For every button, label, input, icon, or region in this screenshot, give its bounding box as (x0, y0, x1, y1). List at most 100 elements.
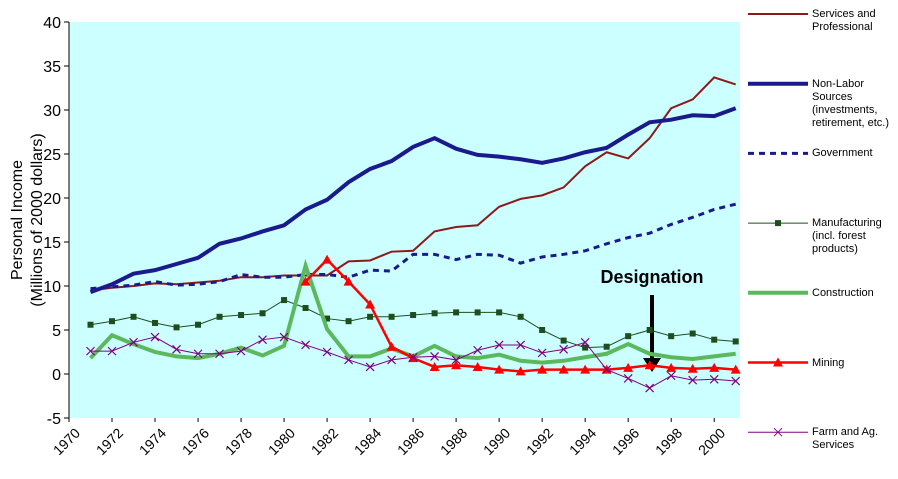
x-tick-label: 1980 (265, 425, 298, 458)
marker (343, 276, 354, 286)
legend-marker (773, 357, 783, 367)
marker (195, 321, 202, 328)
marker (709, 374, 719, 384)
y-tick-label: -5 (47, 411, 61, 428)
x-tick-label: 1998 (652, 425, 685, 458)
legend-label: Manufacturing (incl. forest products) (812, 217, 882, 256)
marker (367, 313, 374, 320)
marker (238, 312, 245, 319)
marker (731, 376, 741, 386)
marker (559, 344, 569, 354)
marker (666, 362, 677, 372)
x-tick-label: 1982 (308, 425, 341, 458)
marker (130, 313, 137, 320)
marker (172, 344, 181, 354)
marker (603, 343, 610, 350)
legend-label: Non-Labor Sources (investments, retireme… (812, 77, 890, 129)
marker (279, 332, 289, 342)
marker (453, 309, 460, 316)
marker (236, 346, 246, 356)
marker (281, 297, 288, 304)
marker (87, 321, 94, 328)
x-tick-label: 1994 (566, 425, 599, 458)
series-line (90, 76, 737, 292)
marker (109, 318, 116, 325)
marker (345, 318, 352, 325)
y-tick-label: 30 (43, 103, 61, 120)
legend-marker (775, 220, 781, 227)
marker (216, 313, 223, 320)
marker (472, 361, 483, 371)
marker (344, 355, 354, 365)
marker (451, 360, 462, 370)
marker (258, 335, 267, 345)
marker (646, 327, 653, 333)
y-tick-label: 35 (43, 59, 61, 76)
marker (644, 360, 655, 370)
marker (410, 312, 417, 319)
x-tick-label: 1986 (394, 425, 427, 458)
marker (558, 364, 569, 374)
marker (623, 373, 633, 383)
marker (582, 344, 589, 351)
marker (322, 254, 333, 264)
x-tick-label: 1996 (609, 425, 642, 458)
marker (86, 346, 95, 356)
marker (473, 345, 483, 355)
marker (300, 276, 311, 286)
legend-label: Services and Professional (812, 8, 876, 33)
marker (150, 332, 160, 342)
marker (515, 366, 526, 376)
series-line (89, 106, 737, 295)
marker (474, 309, 481, 316)
marker (687, 363, 698, 373)
legend-label: Construction (812, 286, 874, 299)
marker (580, 364, 591, 374)
marker (625, 333, 632, 340)
marker (215, 349, 224, 359)
y-tick-label: 5 (52, 323, 61, 340)
marker (365, 299, 376, 309)
marker (732, 338, 739, 345)
marker (516, 340, 526, 350)
y-tick-label: 40 (43, 15, 61, 32)
x-tick-label: 1978 (222, 425, 255, 458)
y-tick-label: 0 (52, 367, 61, 384)
marker (730, 364, 741, 374)
x-tick-label: 1970 (50, 425, 83, 458)
y-tick-label: 10 (43, 279, 61, 296)
marker (173, 324, 180, 331)
marker (580, 337, 590, 347)
marker (259, 310, 266, 317)
marker (537, 348, 547, 358)
marker (539, 327, 546, 333)
marker (709, 362, 720, 372)
marker (386, 341, 397, 351)
marker (429, 361, 440, 371)
marker (560, 337, 567, 344)
marker (688, 375, 698, 385)
marker (430, 351, 440, 361)
series-line (90, 202, 737, 291)
marker (324, 315, 331, 322)
y-axis-label: (Millions of 2000 dollars) (29, 133, 46, 306)
x-tick-label: 1974 (136, 425, 169, 458)
marker (711, 336, 718, 343)
marker (431, 310, 438, 317)
marker (517, 313, 524, 320)
x-tick-label: 1984 (351, 425, 384, 458)
marker (129, 337, 138, 347)
marker (408, 352, 418, 362)
marker (193, 349, 203, 359)
marker (494, 364, 505, 374)
marker (451, 355, 461, 365)
y-tick-label: 25 (43, 147, 61, 164)
marker (496, 309, 503, 316)
marker (388, 313, 395, 320)
y-tick-label: 20 (43, 191, 61, 208)
y-axis-label: Personal Income (9, 160, 26, 280)
marker (322, 347, 332, 357)
x-tick-label: 1976 (179, 425, 212, 458)
